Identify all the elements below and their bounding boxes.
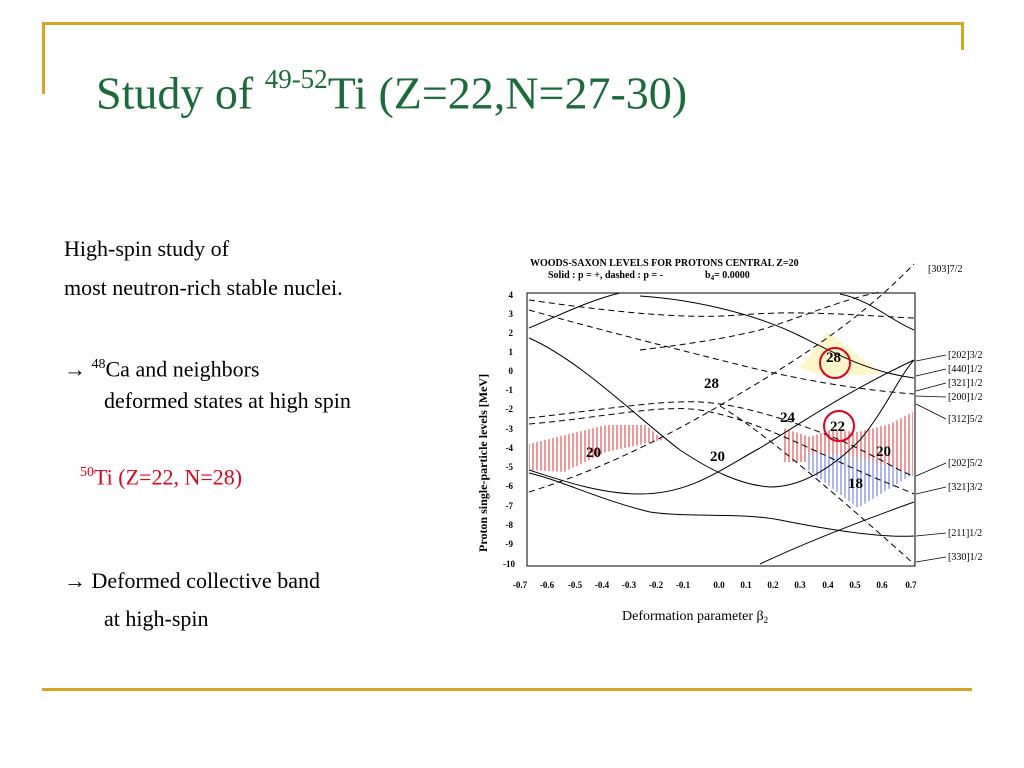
level-202-5-2: [202]5/2 <box>948 458 982 469</box>
y-axis-label: Proton single-particle levels [MeV] <box>476 374 490 552</box>
y-tick-3: 3 <box>509 309 514 319</box>
y-tick-0: 0 <box>509 366 514 376</box>
solid-levels <box>528 292 915 565</box>
bullet-2-line-2: at high-spin <box>104 606 209 631</box>
y-tick-m2: -2 <box>506 404 514 414</box>
x-tick-02: 0.2 <box>767 580 779 590</box>
x-tick-01: 0.1 <box>740 580 752 590</box>
bullet-1-mass: 48 <box>91 357 106 372</box>
x-tick-m05: -0.5 <box>568 580 583 590</box>
gap-28-upper: 28 <box>826 350 841 366</box>
x-tick-m04: -0.4 <box>595 580 610 590</box>
level-440-1-2: [440]1/2 <box>948 364 982 375</box>
bullet-2-text: Deformed collective band <box>91 568 320 593</box>
highlight-circle-28 <box>819 347 851 379</box>
level-label-leaders <box>915 354 947 563</box>
x-tick-04: 0.4 <box>822 580 834 590</box>
y-tick-m4: -4 <box>506 443 514 453</box>
gap-18-region <box>806 453 913 508</box>
x-tick-m02: -0.2 <box>649 580 664 590</box>
title-prefix: Study of <box>96 67 254 119</box>
level-200-1-2: [200]1/2 <box>948 392 982 403</box>
gap-20-left: 20 <box>586 445 601 461</box>
y-tick-1: 1 <box>509 347 514 357</box>
level-321-1-2: [321]1/2 <box>948 378 982 389</box>
x-tick-05: 0.5 <box>849 580 861 590</box>
highlight-circle-22 <box>823 410 855 442</box>
y-tick-2: 2 <box>509 328 514 338</box>
plot-frame <box>526 292 916 567</box>
gap-labels: 28 28 20 20 24 22 20 18 <box>586 350 891 492</box>
level-202-3-2: [202]3/2 <box>948 350 982 361</box>
level-303-7-2: [303]7/2 <box>928 264 962 275</box>
gap-24: 24 <box>780 410 796 426</box>
gap-20-right: 20 <box>876 444 891 460</box>
slide-title: Study of 49-52Ti (Z=22,N=27-30) <box>96 66 688 119</box>
bullet-1-text: Ca and neighbors <box>105 356 260 382</box>
frame-top-accent <box>42 22 964 25</box>
bullet-1-arrow: → <box>64 356 86 382</box>
y-tick-m3: -3 <box>506 424 514 434</box>
x-tick-m07: -0.7 <box>513 580 528 590</box>
nilsson-diagram: WOODS-SAXON LEVELS FOR PROTONS CENTRAL Z… <box>476 258 982 625</box>
dashed-levels <box>528 263 915 565</box>
intro-line-1: High-spin study of <box>64 236 229 261</box>
gap-20-left-region <box>529 425 663 472</box>
highlight-nucleus: 50Ti (Z=22, N=28) <box>80 458 242 491</box>
bullet-1: → 48Ca and neighbors <box>64 350 259 383</box>
title-rest: Ti (Z=22,N=27-30) <box>327 67 688 119</box>
bullet-1-line-2: deformed states at high spin <box>104 388 351 413</box>
level-312-5-2: [312]5/2 <box>948 414 982 425</box>
y-tick-m5: -5 <box>506 462 514 472</box>
x-tick-m03: -0.3 <box>622 580 637 590</box>
x-tick-03: 0.3 <box>794 580 806 590</box>
highlight-mass: 50 <box>80 465 94 480</box>
level-211-1-2: [211]1/2 <box>948 528 982 539</box>
highlight-text: Ti (Z=22, N=28) <box>94 464 243 490</box>
x-axis-label: Deformation parameter β2 <box>622 609 768 625</box>
gap-18: 18 <box>848 476 863 492</box>
figure-header-2: Solid : p = +, dashed : p = - <box>548 270 663 281</box>
level-321-3-2: [321]3/2 <box>948 482 982 493</box>
gap-22: 22 <box>830 419 845 435</box>
x-axis-ticks: -0.7 -0.6 -0.5 -0.4 -0.3 -0.2 -0.1 0.0 0… <box>513 580 917 590</box>
y-tick-m8: -8 <box>506 520 514 530</box>
intro-line-2: most neutron-rich stable nuclei. <box>64 275 343 300</box>
y-tick-m6: -6 <box>506 481 514 491</box>
frame-bottom-rule <box>42 688 972 691</box>
x-tick-m06: -0.6 <box>540 580 555 590</box>
title-mass-number: 49-52 <box>264 64 328 94</box>
gap-28-region <box>800 332 882 376</box>
level-330-1-2: [330]1/2 <box>948 552 982 563</box>
x-tick-07: 0.7 <box>905 580 917 590</box>
y-tick-m10: -10 <box>503 559 515 569</box>
frame-left-accent <box>42 22 45 94</box>
frame-right-accent <box>961 22 964 50</box>
x-tick-06: 0.6 <box>876 580 888 590</box>
level-labels: [303]7/2 [202]3/2 [440]1/2 [321]1/2 [200… <box>928 264 982 563</box>
y-tick-4: 4 <box>509 290 514 300</box>
y-axis-ticks: 4 3 2 1 0 -1 -2 -3 -4 -5 -6 -7 -8 -9 -10 <box>503 290 515 569</box>
gap-20-mid: 20 <box>710 449 725 465</box>
y-tick-m9: -9 <box>506 539 514 549</box>
bullet-2-arrow: → <box>64 568 86 593</box>
bullet-2: → Deformed collective band <box>64 566 320 595</box>
x-tick-00: 0.0 <box>713 580 725 590</box>
figure-header-b4: b4= 0.0000 <box>705 270 750 282</box>
y-tick-m1: -1 <box>506 385 514 395</box>
y-tick-m7: -7 <box>506 501 514 511</box>
figure-header-1: WOODS-SAXON LEVELS FOR PROTONS CENTRAL Z… <box>530 258 799 269</box>
x-tick-m01: -0.1 <box>676 580 691 590</box>
gap-28-mid: 28 <box>704 376 719 392</box>
